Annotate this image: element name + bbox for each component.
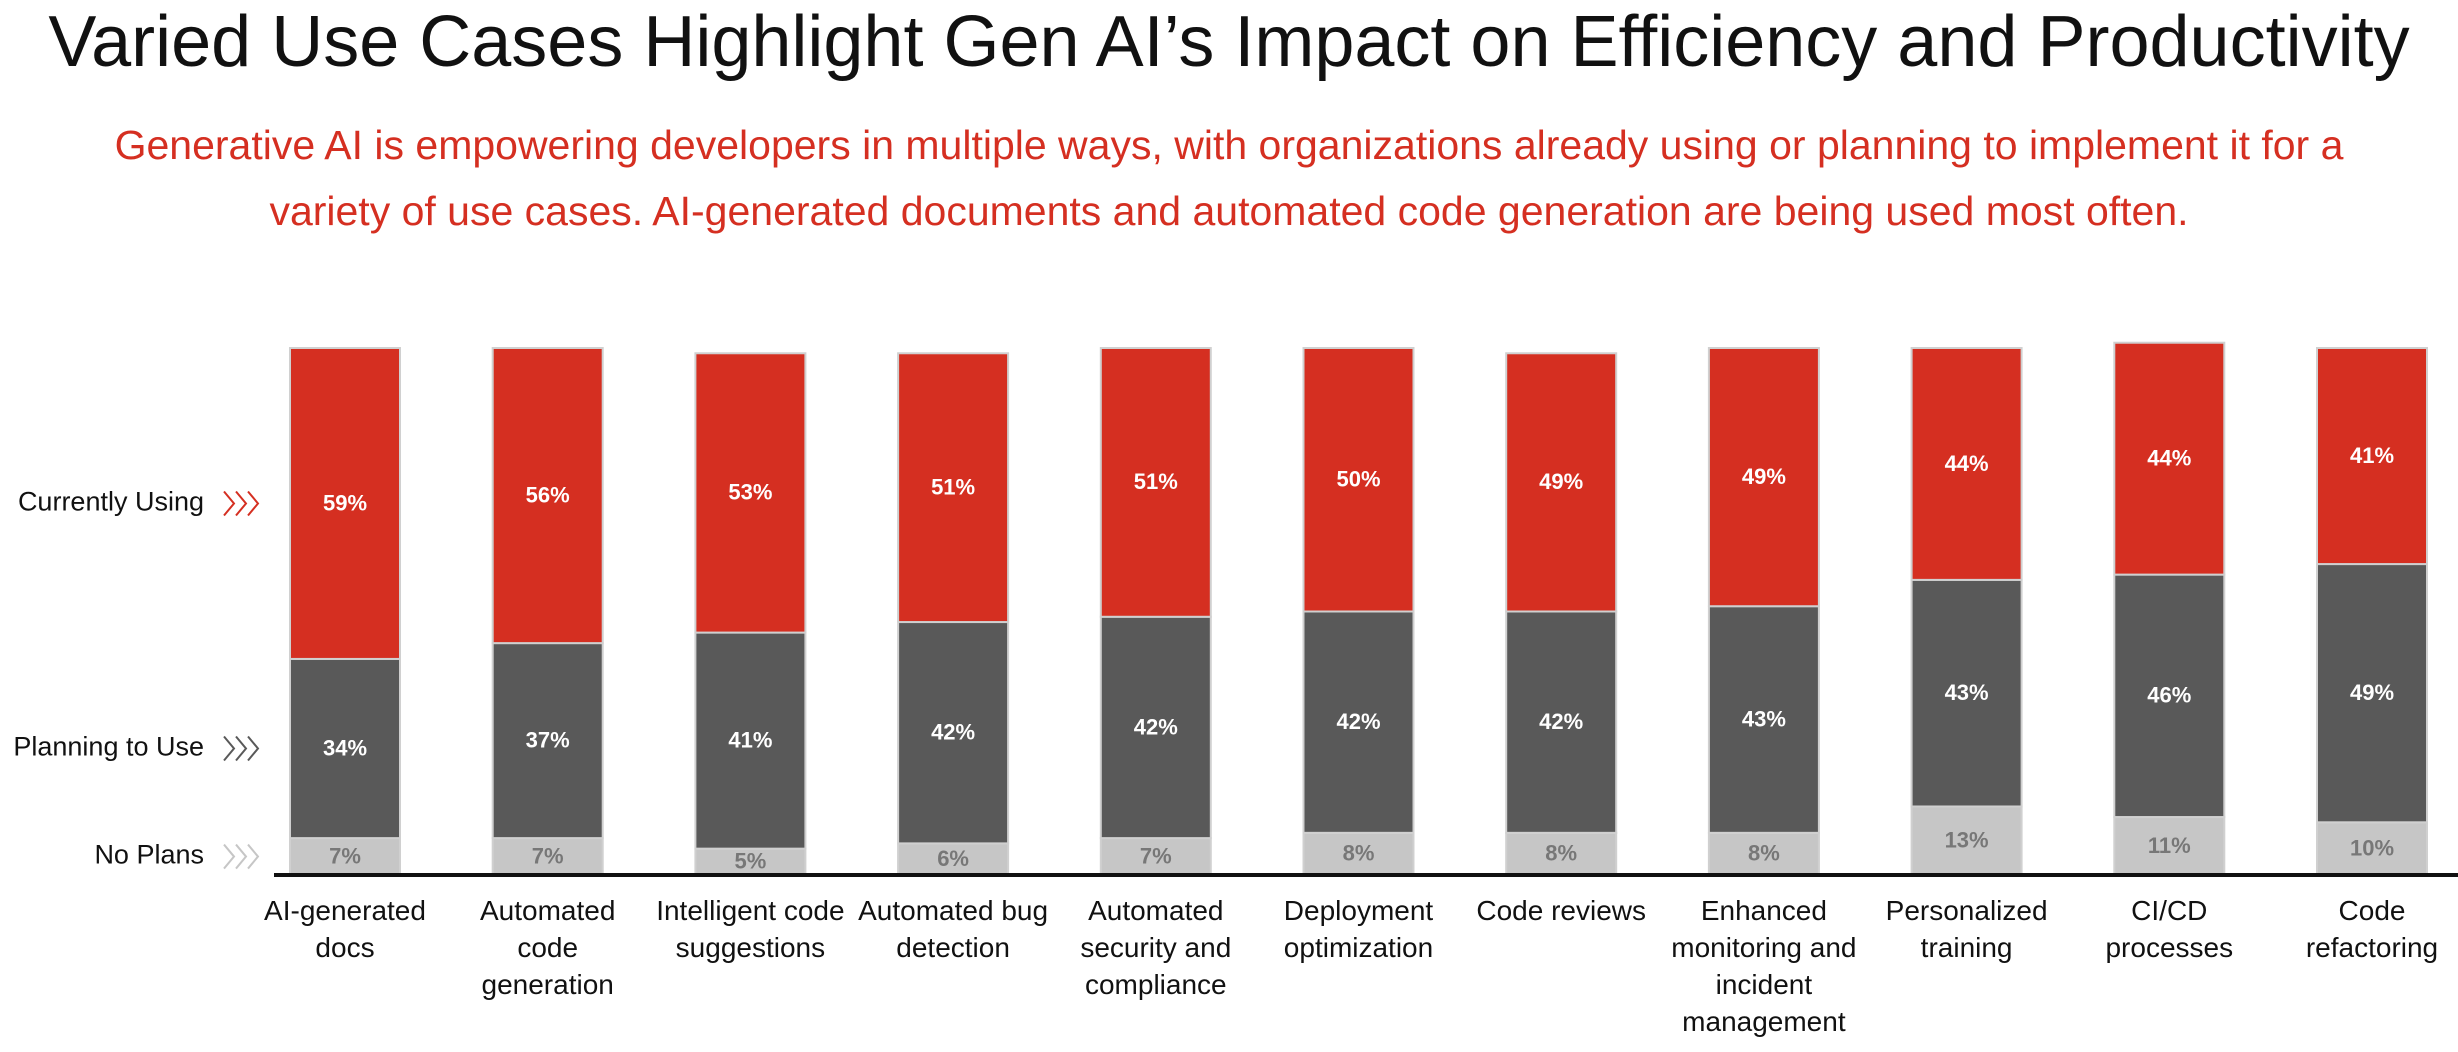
bar-segment bbox=[2113, 573, 2226, 819]
value-label: 10% bbox=[2350, 835, 2394, 860]
bar-segment bbox=[491, 347, 604, 645]
bar-segment bbox=[1910, 578, 2023, 808]
value-label: 5% bbox=[735, 849, 767, 874]
value-label: 49% bbox=[2350, 680, 2394, 705]
legend-marker bbox=[247, 735, 260, 762]
bar-segment bbox=[1302, 347, 1415, 613]
value-label: 7% bbox=[532, 843, 564, 868]
bar-segment bbox=[897, 352, 1010, 624]
bar-segment bbox=[1099, 615, 1212, 840]
value-label: 49% bbox=[1742, 464, 1786, 489]
x-tick-label: AI-generated docs bbox=[264, 895, 426, 963]
bar-segment bbox=[1707, 831, 1820, 877]
chart-title: Varied Use Cases Highlight Gen AI’s Impa… bbox=[48, 2, 2410, 82]
value-label: 50% bbox=[1336, 467, 1380, 492]
x-tick-label: Deployment optimization bbox=[1283, 895, 1434, 963]
value-label: 13% bbox=[1945, 828, 1989, 853]
bar-segment bbox=[289, 347, 401, 660]
value-label: 43% bbox=[1742, 706, 1786, 731]
legend-marker bbox=[223, 843, 236, 870]
bar-segment bbox=[694, 352, 807, 634]
legend-marker bbox=[247, 490, 260, 517]
value-label: 41% bbox=[2350, 443, 2394, 468]
x-tick-label: Automated bug detection bbox=[858, 895, 1049, 963]
value-label: 53% bbox=[728, 480, 772, 505]
bar-segment bbox=[1505, 352, 1618, 613]
value-label: 51% bbox=[931, 474, 975, 499]
legend-marker bbox=[247, 843, 260, 870]
legend-marker bbox=[235, 735, 248, 762]
bar-segment bbox=[2316, 821, 2428, 876]
bar-segment bbox=[2316, 563, 2428, 824]
value-label: 7% bbox=[329, 843, 361, 868]
x-tick-label: Code reviews bbox=[1476, 895, 1646, 926]
bar-segment bbox=[1707, 347, 1820, 608]
bar-segment bbox=[1910, 347, 2023, 581]
x-tick-label: Personalized training bbox=[1885, 895, 2048, 963]
value-label: 41% bbox=[728, 727, 772, 752]
value-label: 37% bbox=[526, 727, 570, 752]
x-tick-label: Code refactoring bbox=[2305, 895, 2439, 963]
legend-label: No Plans bbox=[94, 840, 204, 870]
value-label: 43% bbox=[1945, 680, 1989, 705]
bar-segment bbox=[897, 621, 1010, 845]
x-tick-label: Intelligent code suggestions bbox=[656, 895, 845, 963]
value-label: 11% bbox=[2148, 833, 2191, 858]
value-label: 34% bbox=[323, 735, 367, 760]
x-tick-label: CI/CD processes bbox=[2105, 895, 2234, 963]
bar-segment bbox=[491, 642, 604, 840]
bar-segment bbox=[1099, 837, 1212, 876]
value-label: 44% bbox=[2147, 445, 2191, 470]
legend-marker bbox=[223, 735, 236, 762]
value-label: 6% bbox=[937, 846, 969, 871]
value-label: 42% bbox=[1134, 714, 1178, 739]
bar-segment bbox=[2113, 816, 2226, 877]
value-label: 59% bbox=[323, 490, 367, 515]
bar-segment bbox=[1910, 805, 2023, 876]
bar-segment bbox=[2316, 347, 2428, 566]
legend-label: Planning to Use bbox=[13, 732, 204, 762]
value-label: 42% bbox=[1336, 709, 1380, 734]
legend-marker bbox=[235, 843, 248, 870]
value-label: 42% bbox=[931, 720, 975, 745]
value-label: 44% bbox=[1945, 451, 1989, 476]
value-label: 7% bbox=[1140, 843, 1172, 868]
x-tick-label: Automated security and compliance bbox=[1080, 895, 1232, 1000]
chart-subtitle: Generative AI is empowering developers i… bbox=[114, 122, 2344, 234]
value-label: 42% bbox=[1539, 709, 1583, 734]
x-tick-label: Automated code generation bbox=[479, 895, 616, 1000]
value-label: 8% bbox=[1343, 841, 1375, 866]
legend-marker bbox=[223, 490, 236, 517]
value-label: 56% bbox=[526, 482, 570, 507]
value-label: 8% bbox=[1545, 841, 1577, 866]
bar-segment bbox=[1302, 610, 1415, 834]
value-label: 46% bbox=[2147, 683, 2191, 708]
legend-label: Currently Using bbox=[18, 487, 204, 517]
x-tick-label: Enhanced monitoring and incident managem… bbox=[1671, 895, 1857, 1037]
bar-segment bbox=[1505, 610, 1618, 834]
legend-marker bbox=[235, 490, 248, 517]
bar-segment bbox=[1099, 347, 1212, 618]
value-label: 49% bbox=[1539, 469, 1583, 494]
bar-segment bbox=[2113, 341, 2226, 576]
value-label: 51% bbox=[1134, 469, 1178, 494]
value-label: 8% bbox=[1748, 841, 1780, 866]
